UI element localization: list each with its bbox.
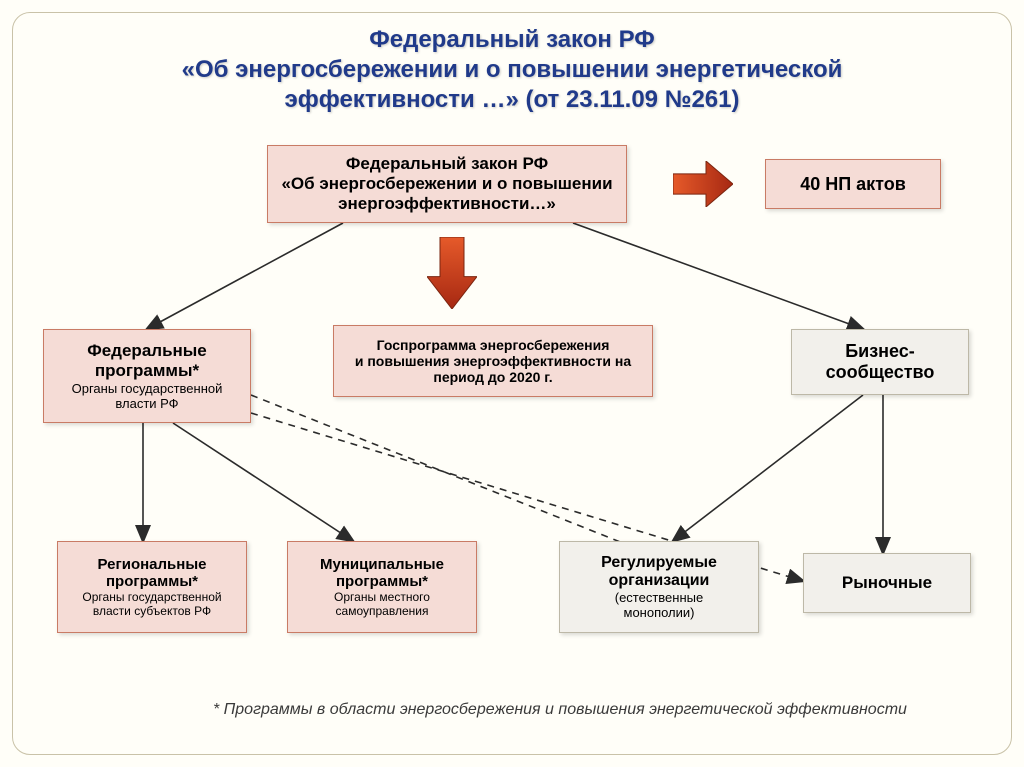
connector-6 xyxy=(251,395,653,555)
box-law-text: энергоэффективности…» xyxy=(338,194,556,214)
box-regprog-text: Органы государственной xyxy=(82,590,221,604)
box-gosprog-text: Госпрограмма энергосбережения xyxy=(377,337,610,353)
box-munprog-text: Органы местного xyxy=(334,590,430,604)
box-munprog-text: Муниципальные xyxy=(320,556,444,573)
box-gosprog-text: и повышения энергоэффективности на xyxy=(355,353,631,369)
box-gosprog: Госпрограмма энергосбереженияи повышения… xyxy=(333,325,653,397)
box-market-text: Рыночные xyxy=(842,573,932,593)
box-regprog-text: Региональные xyxy=(98,556,207,573)
box-regul-text: Регулируемые xyxy=(601,554,717,572)
box-regprog: Региональныепрограммы*Органы государстве… xyxy=(57,541,247,633)
box-law-text: «Об энергосбережении и о повышении xyxy=(281,174,612,194)
box-acts40: 40 НП актов xyxy=(765,159,941,209)
box-fedprog-text: власти РФ xyxy=(115,396,178,411)
connector-1 xyxy=(573,223,863,329)
box-munprog: Муниципальныепрограммы*Органы местногоса… xyxy=(287,541,477,633)
box-fedprog: Федеральныепрограммы*Органы государствен… xyxy=(43,329,251,423)
box-regprog-text: программы* xyxy=(106,573,198,590)
connector-3 xyxy=(173,423,353,541)
connector-0 xyxy=(147,223,343,329)
box-law-text: Федеральный закон РФ xyxy=(346,154,548,174)
box-regul: Регулируемыеорганизации(естественныемоно… xyxy=(559,541,759,633)
box-regul-text: монополии) xyxy=(624,605,695,620)
connector-4 xyxy=(673,395,863,541)
big-arrow-right-icon xyxy=(673,161,733,207)
box-fedprog-text: Органы государственной xyxy=(72,381,223,396)
big-arrow-down-icon xyxy=(427,237,477,309)
slide-frame: Федеральный закон РФ «Об энергосбережени… xyxy=(12,12,1012,755)
box-business-text: сообщество xyxy=(826,362,935,383)
box-munprog-text: программы* xyxy=(336,573,428,590)
box-munprog-text: самоуправления xyxy=(336,604,429,618)
box-gosprog-text: период до 2020 г. xyxy=(433,369,552,385)
box-regul-text: организации xyxy=(609,572,710,590)
box-law: Федеральный закон РФ«Об энергосбережении… xyxy=(267,145,627,223)
title-line3: эффективности …» (от 23.11.09 №261) xyxy=(13,85,1011,115)
box-regul-text: (естественные xyxy=(615,590,703,605)
footnote: * Программы в области энергосбережения и… xyxy=(213,701,907,719)
box-fedprog-text: Федеральные xyxy=(87,341,207,361)
box-regprog-text: власти субъектов РФ xyxy=(93,604,211,618)
box-market: Рыночные xyxy=(803,553,971,613)
title-line2: «Об энергосбережении и о повышении энерг… xyxy=(13,55,1011,85)
title-line1: Федеральный закон РФ xyxy=(13,25,1011,55)
box-business-text: Бизнес- xyxy=(845,341,915,362)
slide-title: Федеральный закон РФ «Об энергосбережени… xyxy=(13,13,1011,115)
box-acts40-text: 40 НП актов xyxy=(800,174,906,195)
box-business: Бизнес-сообщество xyxy=(791,329,969,395)
box-fedprog-text: программы* xyxy=(95,361,199,381)
